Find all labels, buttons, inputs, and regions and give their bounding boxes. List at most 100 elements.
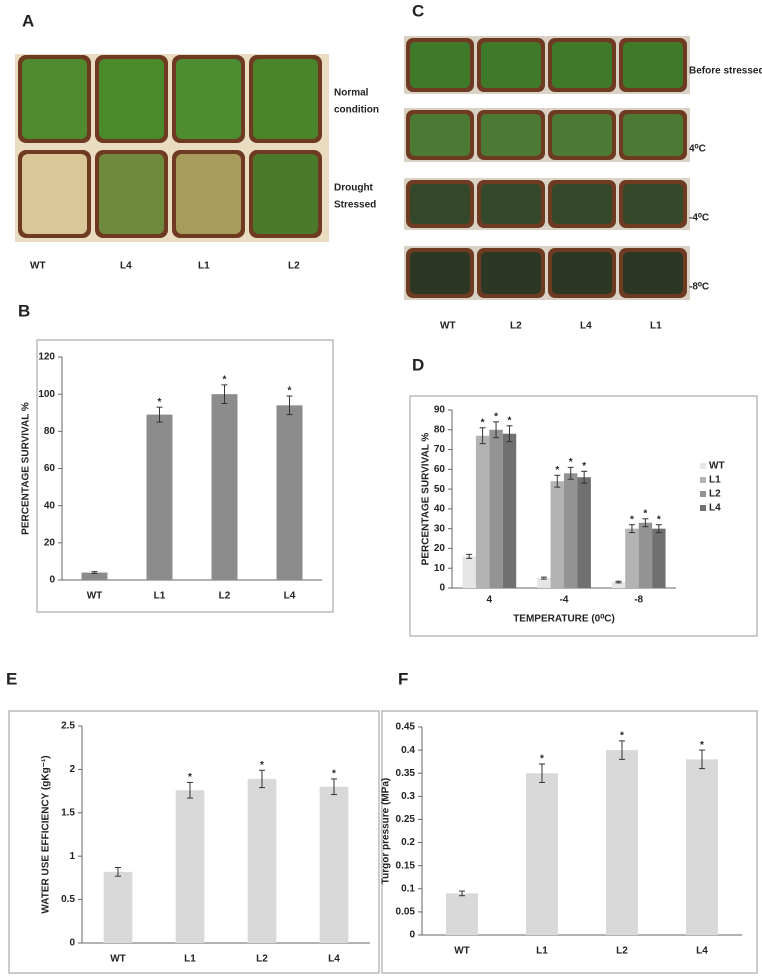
significance-mark: * xyxy=(643,508,647,519)
error-bar xyxy=(581,470,588,484)
significance-mark: * xyxy=(582,461,586,472)
error-bar xyxy=(331,778,337,796)
significance-mark: * xyxy=(494,412,498,423)
panel-label: E xyxy=(6,669,17,688)
x-axis-title: TEMPERATURE (0⁰C) xyxy=(513,614,615,625)
error-bar xyxy=(187,781,193,799)
seedlings xyxy=(22,154,87,234)
seedlings xyxy=(410,42,470,88)
seedlings xyxy=(623,42,683,88)
significance-mark: * xyxy=(260,760,264,771)
error-bar xyxy=(91,571,98,574)
error-bar xyxy=(540,576,547,580)
seedlings xyxy=(481,252,541,294)
error-bar xyxy=(459,890,465,897)
bar xyxy=(625,528,639,588)
y-tick-label: 0.1 xyxy=(401,883,415,894)
significance-mark: * xyxy=(620,731,624,742)
row-label: Stressed xyxy=(334,200,376,211)
panel-label: B xyxy=(18,301,30,320)
y-tick-label: 2.5 xyxy=(61,721,75,732)
seedlings xyxy=(481,184,541,224)
x-tick-label: WT xyxy=(110,954,126,965)
y-tick-label: 10 xyxy=(434,563,446,574)
significance-mark: * xyxy=(481,417,485,428)
error-bar xyxy=(493,421,500,439)
seedlings xyxy=(253,59,318,139)
y-tick-label: 1.5 xyxy=(61,807,75,818)
seedlings xyxy=(552,114,612,156)
bar xyxy=(103,871,133,943)
significance-mark: * xyxy=(540,754,544,765)
y-axis-title: Turgor pressure (MPa) xyxy=(381,778,392,885)
row-label: -8⁰C xyxy=(689,282,709,293)
legend-swatch xyxy=(700,477,706,483)
bar xyxy=(475,435,490,588)
y-axis-title: PERCENTAGE SURVIVAL % xyxy=(21,402,32,535)
y-tick-label: 120 xyxy=(38,352,55,363)
error-bar xyxy=(156,406,163,423)
seedlings xyxy=(481,42,541,88)
legend-swatch xyxy=(700,463,706,469)
y-tick-label: 0.5 xyxy=(61,894,75,905)
seedlings xyxy=(176,154,241,234)
column-label: WT xyxy=(440,321,456,332)
y-tick-label: 0.4 xyxy=(401,745,415,756)
legend-swatch xyxy=(700,491,706,497)
y-tick-label: 30 xyxy=(434,523,446,534)
seedlings xyxy=(552,42,612,88)
bar xyxy=(462,556,476,588)
seedlings xyxy=(623,114,683,156)
x-tick-label: L1 xyxy=(184,954,196,965)
y-tick-label: 0 xyxy=(69,938,75,949)
x-tick-label: L2 xyxy=(256,954,268,965)
error-bar xyxy=(259,769,265,789)
x-tick-label: L2 xyxy=(219,591,231,602)
legend-label: L2 xyxy=(709,489,721,500)
error-bar xyxy=(539,763,545,783)
bar xyxy=(319,786,349,943)
bar xyxy=(686,759,718,935)
significance-mark: * xyxy=(700,740,704,751)
y-tick-label: 0.25 xyxy=(396,814,416,825)
panel-label: F xyxy=(398,669,408,688)
bar xyxy=(446,893,478,935)
column-label: L1 xyxy=(650,321,662,332)
bar xyxy=(564,473,578,588)
seedlings xyxy=(552,184,612,224)
y-tick-label: 20 xyxy=(434,543,446,554)
y-tick-label: 20 xyxy=(44,537,56,548)
seedlings xyxy=(410,184,470,224)
error-bar xyxy=(554,474,561,488)
row-label: Drought xyxy=(334,183,374,194)
seedlings xyxy=(176,59,241,139)
seedlings xyxy=(99,59,164,139)
panel-label: A xyxy=(22,11,34,30)
bar xyxy=(577,477,591,588)
seedlings xyxy=(481,114,541,156)
error-bar xyxy=(115,866,121,877)
significance-mark: * xyxy=(657,514,661,525)
x-tick-label: -4 xyxy=(560,595,569,606)
bar xyxy=(81,572,108,580)
significance-mark: * xyxy=(508,415,512,426)
seedlings xyxy=(22,59,87,139)
error-bar xyxy=(221,384,228,404)
error-bar xyxy=(466,553,473,559)
y-tick-label: 0 xyxy=(49,575,55,586)
y-tick-label: 90 xyxy=(434,405,446,416)
bar xyxy=(652,528,666,588)
error-bar xyxy=(615,580,622,584)
column-label: L2 xyxy=(510,321,522,332)
bar xyxy=(146,414,173,580)
y-tick-label: 0.45 xyxy=(396,722,416,733)
x-tick-label: L1 xyxy=(536,946,548,957)
significance-mark: * xyxy=(332,769,336,780)
error-bar xyxy=(567,466,574,480)
legend-swatch xyxy=(700,505,706,511)
y-tick-label: 60 xyxy=(44,463,56,474)
row-label: Before stressed xyxy=(689,66,762,77)
seedlings xyxy=(623,252,683,294)
error-bar xyxy=(506,425,513,443)
